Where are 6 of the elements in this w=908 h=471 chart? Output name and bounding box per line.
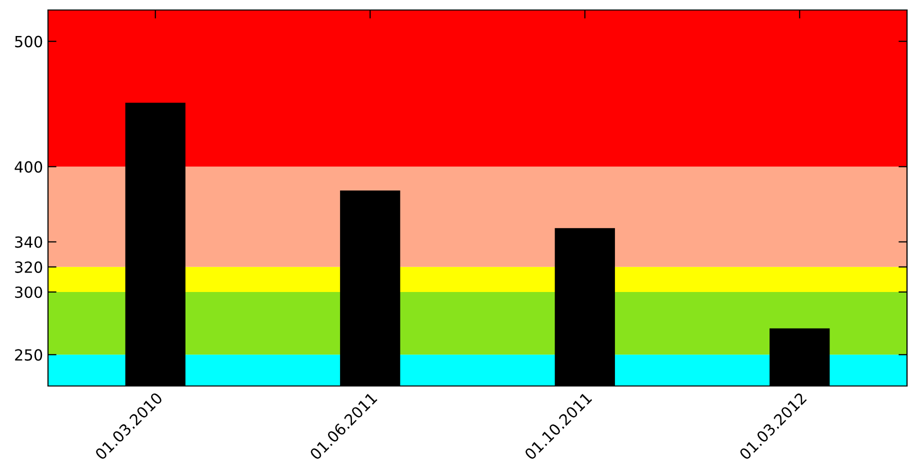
y-tick-label: 250 — [15, 349, 42, 361]
y-tick-label: 340 — [15, 236, 42, 248]
y-tick-label: 300 — [15, 286, 42, 298]
y-tick-label: 320 — [15, 261, 42, 273]
y-tick-label: 500 — [15, 36, 42, 48]
y-tick-label: 400 — [14, 161, 42, 173]
